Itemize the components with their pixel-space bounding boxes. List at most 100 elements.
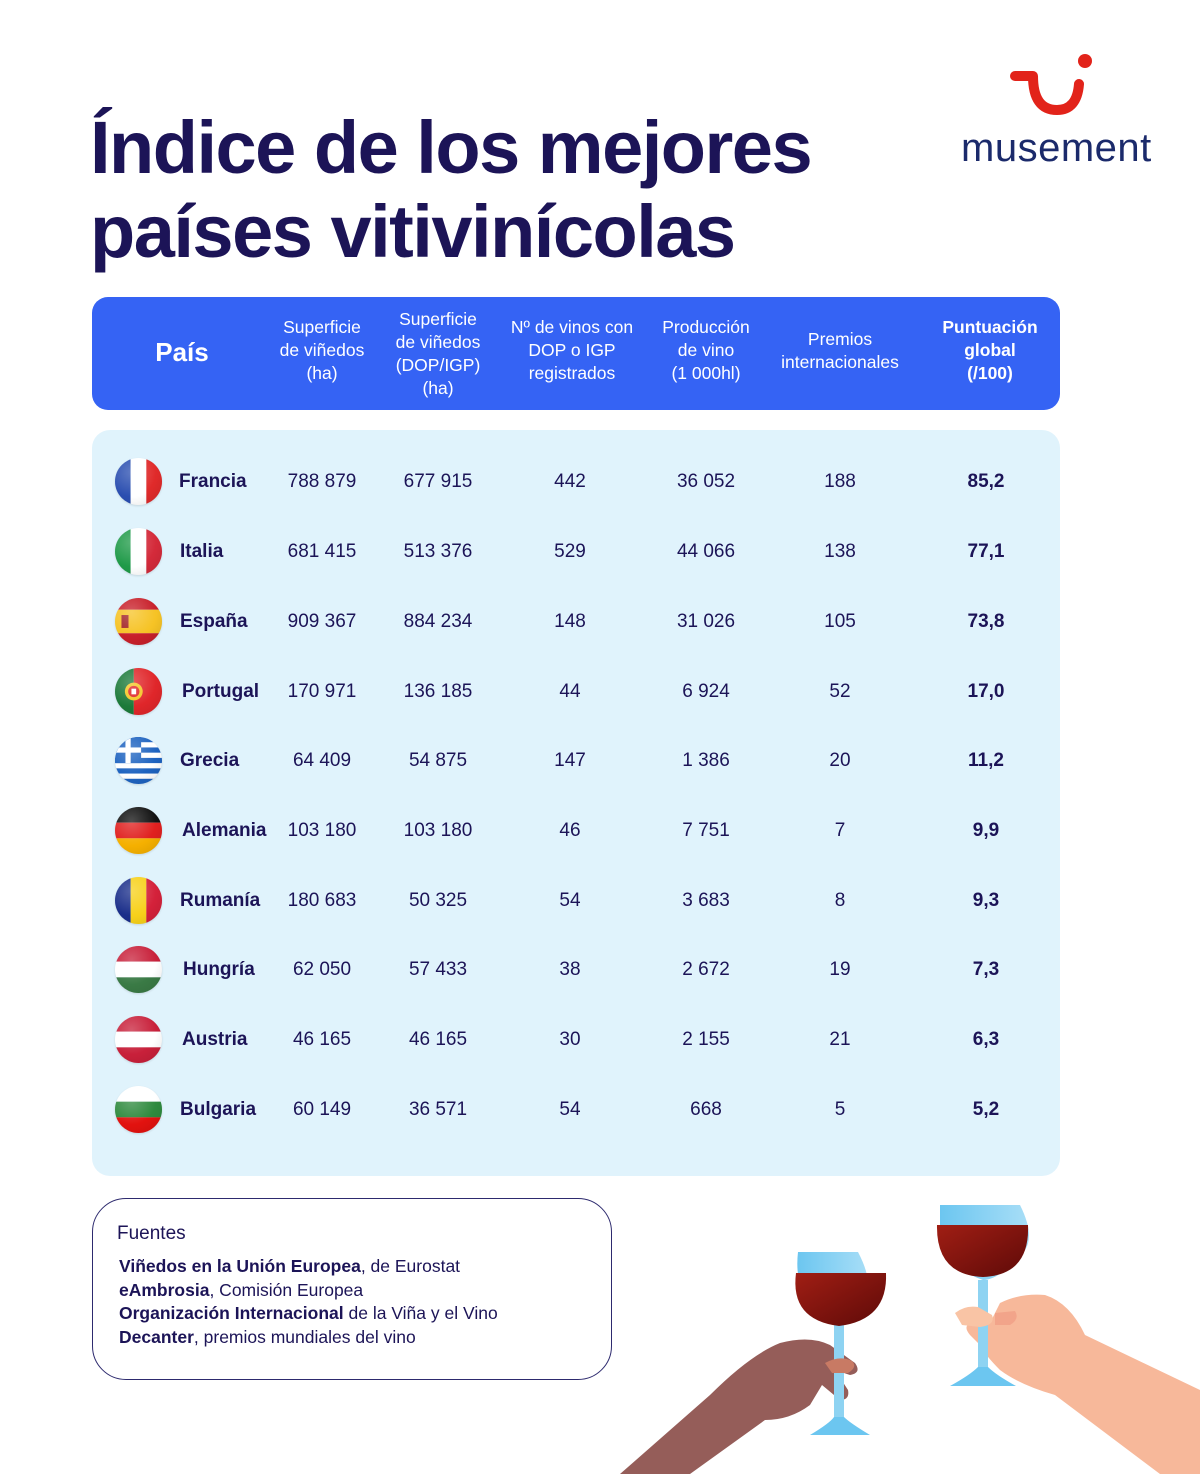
header-registered-wines: Nº de vinos con DOP o IGP registrados [510,317,634,383]
title-line-1: Índice de los mejores [90,106,813,189]
header-international-awards: Premios internacionales [781,328,899,372]
italy-flag-icon [115,528,162,575]
registered-wines: 44 [559,681,581,702]
registered-wines: 54 [559,890,581,911]
country-name: Grecia [180,750,240,771]
international-awards: 188 [824,471,856,492]
vineyard-area-dop: 50 325 [408,890,468,911]
international-awards: 7 [834,820,846,841]
portugal-flag-icon [115,668,162,715]
global-score: 5,2 [972,1099,1000,1120]
global-score: 85,2 [967,471,1005,492]
table-row: Alemania 103 180 103 180 46 7 751 7 9,9 [92,804,1060,854]
table-header: País Superficie de viñedos (ha) Superfic… [92,297,1060,410]
international-awards: 19 [829,959,851,980]
global-score: 17,0 [967,681,1005,702]
table-row: Grecia 64 409 54 875 147 1 386 20 11,2 [92,734,1060,784]
country-name: España [180,611,248,632]
wine-production: 3 683 [682,890,730,911]
vineyard-area: 103 180 [287,820,357,841]
wine-production: 7 751 [682,820,730,841]
table-row: Rumanía 180 683 50 325 54 3 683 8 9,3 [92,874,1060,924]
country-name: Hungría [183,959,255,980]
table-row: España 909 367 884 234 148 31 026 105 73… [92,595,1060,645]
header-global-score: Puntuación global (/100) [942,317,1038,383]
vineyard-area: 62 050 [292,959,352,980]
greece-flag-icon [115,737,162,784]
registered-wines: 38 [559,959,581,980]
vineyard-area-dop: 54 875 [408,750,468,771]
tui-smile-logo-icon [1010,54,1092,115]
table-row: Portugal 170 971 136 185 44 6 924 52 17,… [92,665,1060,715]
international-awards: 138 [824,541,856,562]
vineyard-area: 64 409 [292,750,352,771]
vineyard-area: 60 149 [292,1099,352,1120]
table-row: Hungría 62 050 57 433 38 2 672 19 7,3 [92,943,1060,993]
global-score: 11,2 [968,750,1004,771]
international-awards: 20 [829,750,851,771]
sources-title: Fuentes [117,1223,186,1244]
vineyard-area-dop: 513 376 [403,541,473,562]
vineyard-area-dop: 57 433 [408,959,468,980]
vineyard-area-dop: 884 234 [403,611,473,632]
wine-production: 2 155 [682,1029,730,1050]
vineyard-area: 46 165 [292,1029,352,1050]
vineyard-area: 788 879 [287,471,357,492]
registered-wines: 148 [554,611,586,632]
table-row: Bulgaria 60 149 36 571 54 668 5 5,2 [92,1083,1060,1133]
global-score: 77,1 [967,541,1005,562]
source-item: Viñedos en la Unión Europea, de Eurostat [119,1256,461,1276]
france-flag-icon [115,458,162,505]
global-score: 9,3 [972,890,1000,911]
country-name: Austria [182,1029,248,1050]
header-country: País [155,337,209,367]
global-score: 7,3 [972,959,1000,980]
registered-wines: 529 [554,541,586,562]
vineyard-area-dop: 36 571 [408,1099,468,1120]
table-row: Francia 788 879 677 915 442 36 052 188 8… [92,455,1060,505]
wine-production: 36 052 [676,471,736,492]
austria-flag-icon [115,1016,162,1063]
source-item: eAmbrosia, Comisión Europea [119,1279,364,1300]
vineyard-area: 170 971 [287,681,357,702]
vineyard-area-dop: 677 915 [403,471,473,492]
germany-flag-icon [115,807,162,854]
vineyard-area: 909 367 [287,611,357,632]
hungary-flag-icon [115,946,162,993]
wine-production: 31 026 [676,611,736,632]
country-name: Italia [180,541,224,562]
table-row: Italia 681 415 513 376 529 44 066 138 77… [92,525,1060,575]
global-score: 73,8 [967,611,1005,632]
wine-production: 1 386 [682,750,730,771]
page-title: Índice de los mejores países vitivinícol… [90,106,870,274]
registered-wines: 442 [554,471,586,492]
wine-production: 2 672 [682,959,730,980]
vineyard-area: 681 415 [287,541,357,562]
international-awards: 21 [829,1029,851,1050]
wine-production: 44 066 [676,541,736,562]
wine-production: 668 [690,1099,722,1120]
vineyard-area-dop: 103 180 [403,820,473,841]
wine-production: 6 924 [682,681,730,702]
global-score: 9,9 [972,820,1000,841]
international-awards: 8 [834,890,846,911]
vineyard-area-dop: 46 165 [408,1029,468,1050]
registered-wines: 54 [559,1099,581,1120]
header-vineyard-area: Superficie de viñedos (ha) [279,317,365,383]
registered-wines: 30 [559,1029,581,1050]
country-name: Rumanía [180,890,261,911]
vineyard-area: 180 683 [287,890,357,911]
international-awards: 52 [829,681,851,702]
bulgaria-flag-icon [115,1086,162,1133]
toasting-wine-glasses-illustration [600,1195,1200,1474]
international-awards: 105 [824,611,856,632]
musement-logo: musement [955,52,1155,172]
table-body: Francia 788 879 677 915 442 36 052 188 8… [92,430,1060,1176]
title-line-2: países vitivinícolas [90,190,736,273]
brand-name: musement [961,126,1152,170]
romania-flag-icon [115,877,162,924]
country-name: Francia [179,471,247,492]
international-awards: 5 [834,1099,846,1120]
country-name: Bulgaria [180,1099,257,1120]
global-score: 6,3 [972,1029,1000,1050]
